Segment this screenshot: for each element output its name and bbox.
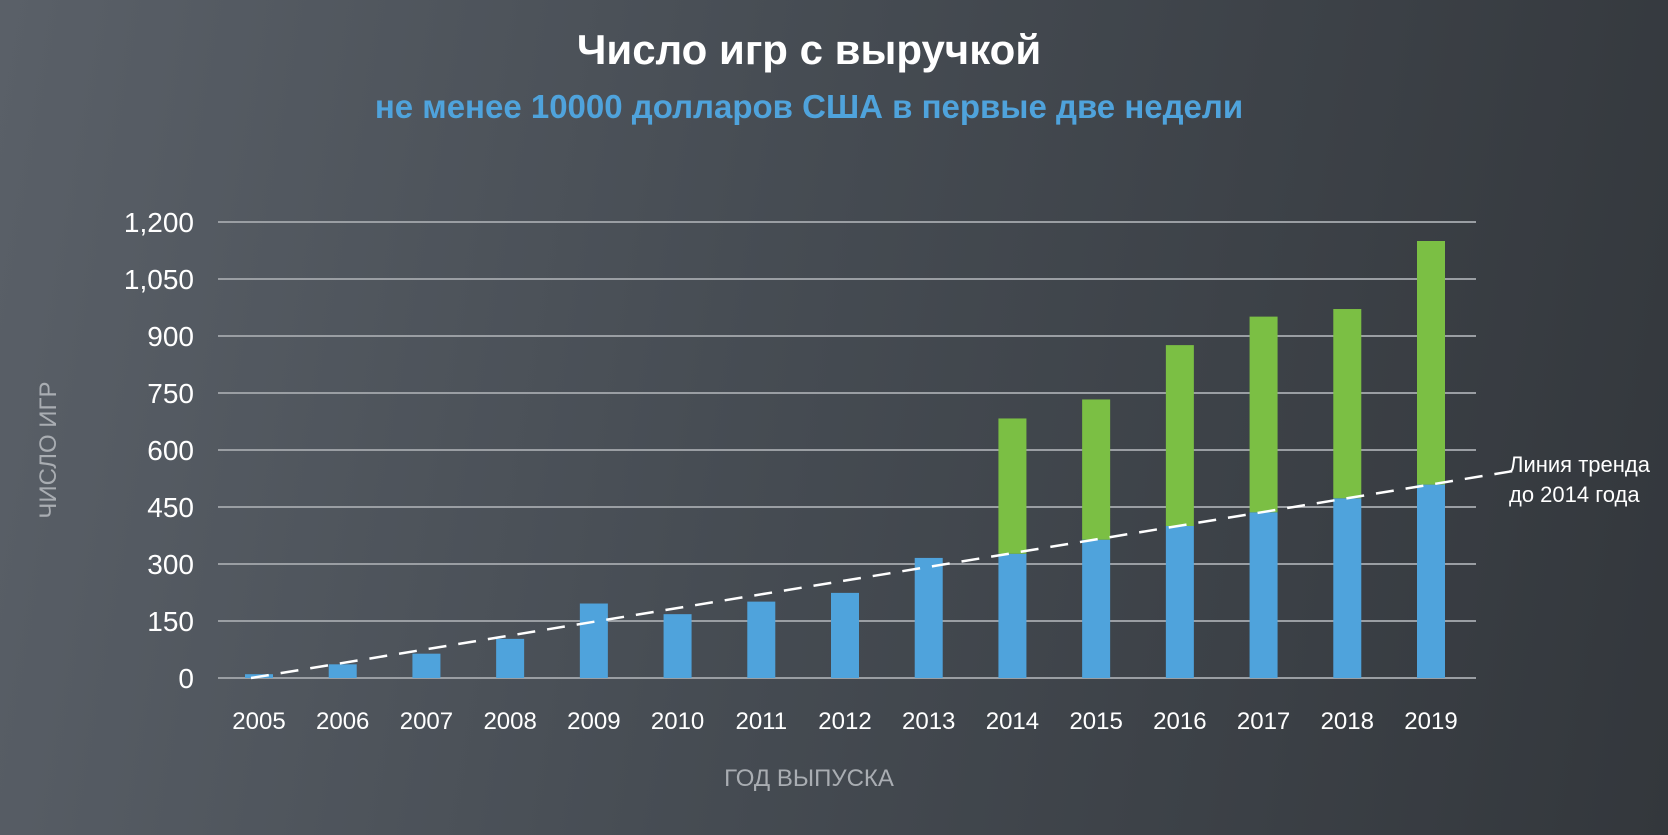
x-tick-label: 2009 — [567, 708, 620, 735]
bar-2019-series-0 — [1417, 484, 1445, 678]
bar-2019-series-1 — [1417, 241, 1445, 485]
x-tick-label: 2006 — [316, 708, 369, 735]
bar-2015-series-1 — [1082, 399, 1111, 540]
bar-2016-series-1 — [1165, 345, 1194, 526]
trend-line — [250, 468, 1520, 680]
y-tick-label: 450 — [147, 492, 194, 523]
bar-2017-series-0 — [1249, 512, 1278, 678]
y-tick-label: 750 — [147, 378, 194, 409]
trend-label-line-2: до 2014 года — [1509, 482, 1640, 507]
x-tick-label: 2019 — [1404, 708, 1457, 735]
x-tick-label: 2015 — [1069, 708, 1122, 735]
y-tick-label: 900 — [147, 321, 194, 352]
x-tick-label: 2018 — [1321, 708, 1374, 735]
chart-subtitle: не менее 10000 долларов США в первые две… — [374, 88, 1244, 125]
bar-2016-series-0 — [1165, 526, 1194, 678]
y-axis-label: ЧИСЛО ИГР — [35, 381, 62, 518]
bar-2009-series-0 — [579, 603, 608, 678]
bar-2012-series-0 — [831, 592, 859, 678]
bar-2006-series-0 — [328, 664, 357, 678]
bar-2007-series-0 — [412, 653, 441, 678]
bar-2017-series-1 — [1249, 316, 1278, 513]
x-tick-label: 2007 — [400, 708, 453, 735]
x-tick-label: 2005 — [232, 708, 285, 735]
x-tick-label: 2017 — [1237, 708, 1290, 735]
y-tick-label: 0 — [178, 663, 194, 694]
bar-2011-series-0 — [747, 601, 776, 678]
y-tick-label: 1,200 — [124, 207, 194, 238]
bar-2013-series-0 — [914, 557, 943, 678]
bar-2010-series-0 — [663, 614, 692, 678]
bars — [245, 241, 1445, 678]
bar-2014-series-0 — [998, 553, 1027, 678]
x-axis-label: ГОД ВЫПУСКА — [724, 765, 894, 792]
bar-2018-series-1 — [1333, 309, 1362, 499]
trend-label-line-1: Линия тренда — [1509, 452, 1651, 477]
x-tick-label: 2012 — [818, 708, 871, 735]
x-tick-label: 2008 — [483, 708, 536, 735]
chart-title: Число игр с выручкой — [576, 26, 1042, 73]
x-tick-label: 2016 — [1153, 708, 1206, 735]
y-tick-label: 300 — [147, 549, 194, 580]
x-tick-label: 2011 — [735, 708, 787, 735]
bar-2018-series-0 — [1333, 498, 1362, 678]
bar-2014-series-1 — [998, 418, 1027, 554]
y-tick-labels: 0 150 300 450 600 750 900 1,050 1,200 — [124, 207, 194, 694]
x-tick-label: 2010 — [651, 708, 704, 735]
bar-2008-series-0 — [496, 638, 525, 678]
y-tick-label: 600 — [147, 435, 194, 466]
y-tick-label: 150 — [147, 606, 194, 637]
bar-2015-series-0 — [1082, 539, 1111, 678]
x-tick-label: 2014 — [986, 708, 1039, 735]
x-tick-labels: 2005 2006 2007 2008 2009 2010 2011 2012 2013 2014… — [232, 708, 1457, 735]
y-tick-label: 1,050 — [124, 264, 194, 295]
x-tick-label: 2013 — [902, 708, 955, 735]
